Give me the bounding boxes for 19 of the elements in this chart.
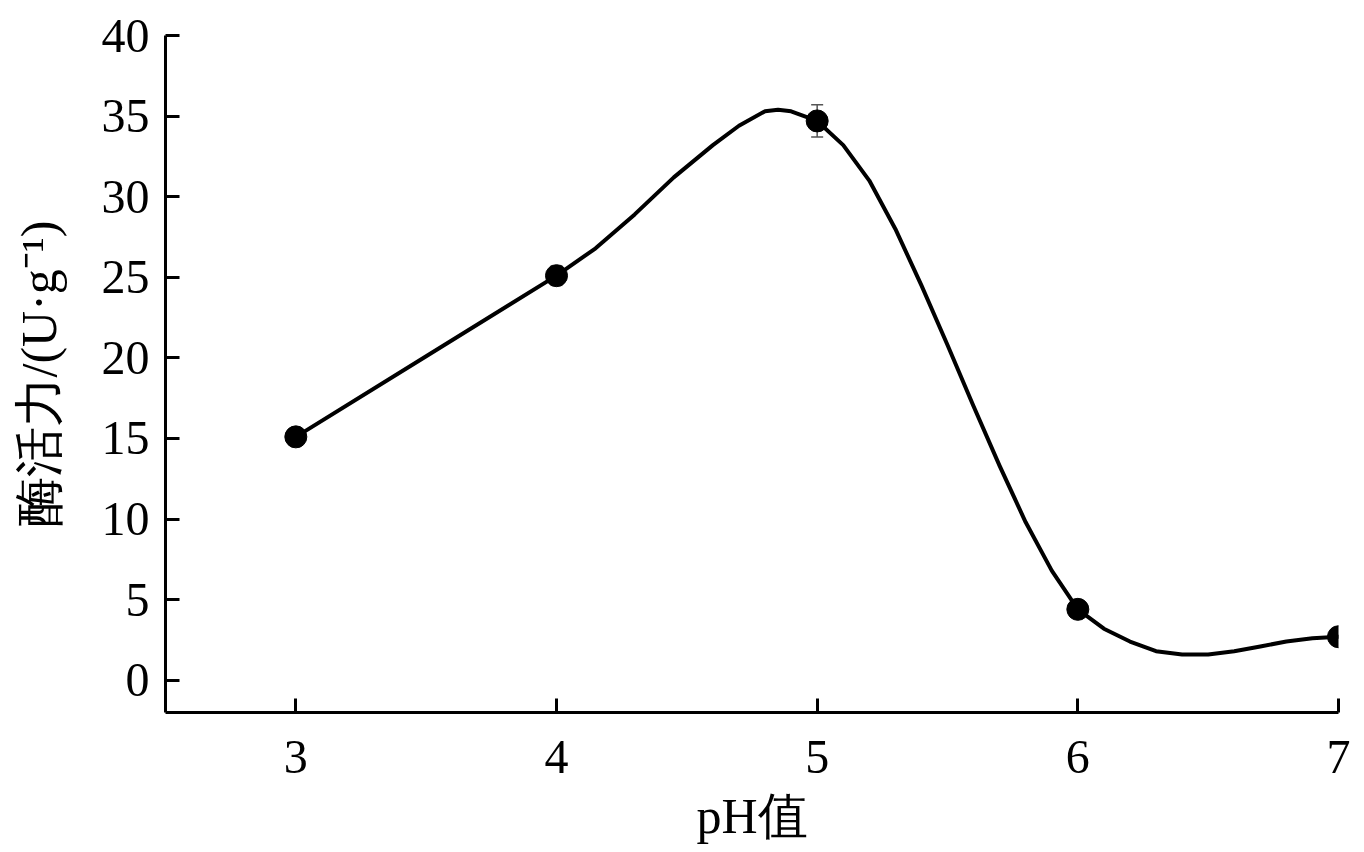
y-tick-label: 30 <box>101 169 150 223</box>
point <box>805 109 829 133</box>
point <box>284 425 308 449</box>
x-tick-label: 3 <box>283 729 308 783</box>
y-tick-label: 35 <box>101 89 150 143</box>
y-tick-label: 0 <box>125 653 150 707</box>
x-tick-label: 5 <box>805 729 830 783</box>
y-axis-title: 酶活力/(U·g⁻¹) <box>10 220 67 528</box>
x-tick-label: 7 <box>1326 729 1351 783</box>
x-axis-title: pH值 <box>696 787 808 844</box>
y-tick-label: 5 <box>125 572 150 626</box>
y-tick-label: 15 <box>101 411 150 465</box>
point <box>1066 597 1090 621</box>
x-tick-label: 4 <box>544 729 569 783</box>
y-tick-label: 10 <box>101 492 150 546</box>
y-tick-label: 25 <box>101 250 150 304</box>
y-tick-label: 20 <box>101 330 150 384</box>
y-tick-label: 40 <box>101 8 150 62</box>
x-tick-label: 6 <box>1065 729 1090 783</box>
